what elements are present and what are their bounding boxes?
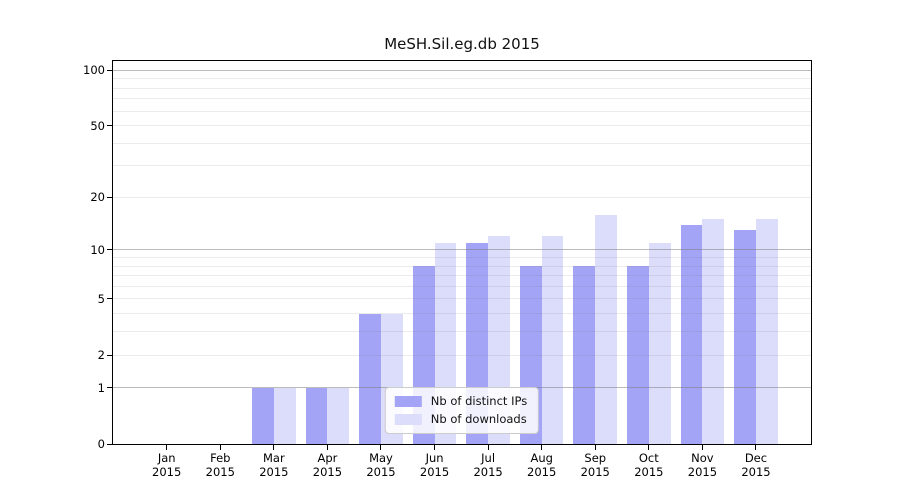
x-axis-tick-label-feb: Feb 2015	[188, 451, 252, 479]
y-axis-tick-label-0: 0	[97, 437, 105, 451]
x-axis-tick-label-mar: Mar 2015	[242, 451, 306, 479]
month-label: May	[369, 451, 393, 465]
x-axis-tick-label-sep: Sep 2015	[563, 451, 627, 479]
year-label: 2015	[205, 465, 235, 479]
bar-distinct-ips-apr	[305, 387, 328, 444]
year-label: 2015	[687, 465, 718, 479]
year-label: 2015	[580, 465, 610, 479]
bar-distinct-ips-nov	[680, 224, 703, 444]
bar-downloads-dec	[755, 219, 778, 444]
legend-label-distinct-ips: Nb of distinct IPs	[430, 394, 528, 408]
x-axis-tick-label-jun: Jun 2015	[403, 451, 467, 479]
month-label: Mar	[262, 451, 285, 465]
x-axis-tick-jul	[487, 445, 489, 450]
x-axis-tick-label-apr: Apr 2015	[295, 451, 359, 479]
year-label: 2015	[741, 465, 771, 479]
bar-distinct-ips-sep	[573, 266, 596, 444]
x-axis-tick-dec	[755, 445, 757, 450]
chart-title: MeSH.Sil.eg.db 2015	[384, 35, 540, 53]
month-label: Jan	[157, 451, 176, 465]
legend-label-downloads: Nb of downloads	[430, 412, 527, 426]
y-axis-tick-label-5: 5	[97, 291, 105, 306]
year-label: 2015	[419, 465, 450, 479]
x-axis-tick-label-jan: Jan 2015	[135, 451, 199, 479]
month-label: Apr	[317, 451, 338, 465]
bar-downloads-oct	[648, 242, 671, 444]
x-axis-tick-may	[380, 445, 382, 450]
month-label: Nov	[691, 451, 714, 465]
month-label: Aug	[530, 451, 553, 465]
year-label: 2015	[527, 465, 557, 479]
x-axis-tick-aug	[541, 445, 543, 450]
year-label: 2015	[312, 465, 343, 479]
x-axis-tick-jun	[434, 445, 436, 450]
month-label: Jun	[425, 451, 444, 465]
y-axis-tick-label-1: 1	[97, 380, 105, 395]
x-axis-tick-mar	[273, 445, 275, 450]
y-axis-tick-label-2: 2	[97, 348, 105, 363]
x-axis-tick-label-aug: Aug 2015	[510, 451, 574, 479]
year-label: 2015	[473, 465, 503, 479]
bar-distinct-ips-dec	[734, 230, 756, 444]
y-axis-tick-1	[107, 387, 113, 389]
y-axis-tick-label-20: 20	[90, 190, 105, 205]
month-label: Feb	[210, 451, 231, 465]
bar-downloads-nov	[702, 219, 725, 444]
legend: Nb of distinct IPs Nb of downloads	[384, 387, 540, 434]
legend-item-distinct-ips: Nb of distinct IPs	[394, 394, 528, 408]
month-label: Dec	[744, 451, 768, 465]
legend-swatch-downloads	[394, 414, 422, 425]
bar-distinct-ips-mar	[252, 387, 274, 444]
year-label: 2015	[259, 465, 289, 479]
x-axis-tick-label-may: May 2015	[349, 451, 413, 479]
month-label: Sep	[584, 451, 607, 465]
y-axis-tick-label-10: 10	[90, 242, 105, 257]
x-axis-tick-label-jul: Jul 2015	[456, 451, 520, 479]
legend-swatch-distinct-ips	[394, 396, 422, 407]
y-axis-tick-50	[107, 125, 113, 127]
y-axis-tick-label-100: 100	[83, 63, 105, 78]
bar-distinct-ips-oct	[627, 266, 649, 444]
plot-area: Nb of distinct IPs Nb of downloads 0 1 2 5 1…	[83, 60, 812, 479]
month-label: Oct	[638, 451, 659, 465]
x-axis-tick-label-dec: Dec 2015	[724, 451, 788, 479]
x-axis-tick-apr	[326, 445, 328, 450]
x-axis-tick-feb	[219, 445, 221, 450]
x-axis-tick-oct	[648, 445, 650, 450]
y-axis-tick-2	[107, 354, 113, 356]
bar-downloads-apr	[327, 387, 350, 444]
y-axis-tick-5	[107, 298, 113, 300]
legend-item-downloads: Nb of downloads	[394, 412, 527, 426]
month-label: Jul	[481, 451, 496, 465]
x-axis-tick-jan	[166, 445, 168, 450]
year-label: 2015	[634, 465, 664, 479]
y-axis-tick-0	[107, 443, 113, 445]
x-axis-tick-nov	[701, 445, 703, 450]
y-axis-tick-20	[107, 196, 113, 198]
bar-downloads-mar	[273, 387, 296, 444]
y-axis-tick-label-50: 50	[90, 118, 105, 133]
x-axis-tick-label-oct: Oct 2015	[617, 451, 681, 479]
x-axis-tick-sep	[594, 445, 596, 450]
year-label: 2015	[152, 465, 182, 479]
y-axis-tick-10	[107, 249, 113, 251]
bar-downloads-aug	[541, 236, 564, 444]
bar-downloads-sep	[595, 214, 618, 444]
year-label: 2015	[366, 465, 396, 479]
y-axis-tick-100	[107, 69, 113, 71]
bar-distinct-ips-may	[359, 313, 381, 444]
x-axis-tick-label-nov: Nov 2015	[670, 451, 734, 479]
